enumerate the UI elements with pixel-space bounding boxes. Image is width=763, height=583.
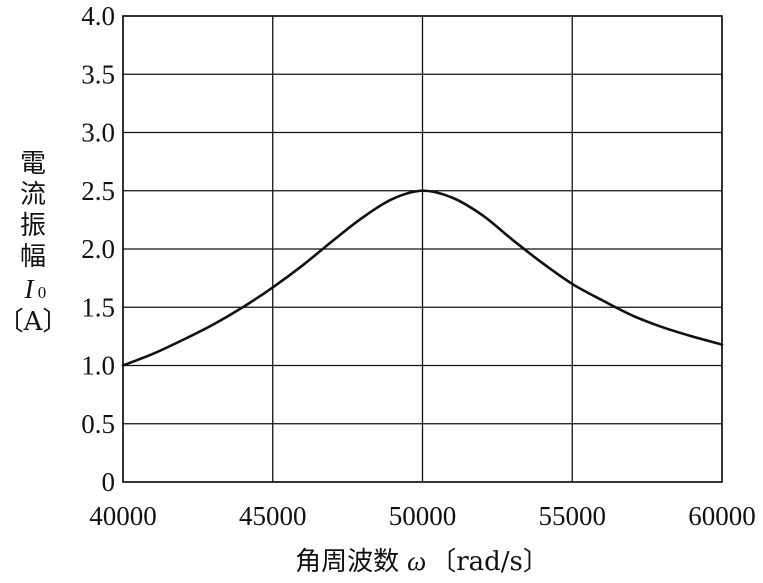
data-point bbox=[331, 240, 333, 242]
data-point bbox=[122, 364, 124, 366]
x-axis-unit: 〔rad/s〕 bbox=[430, 547, 549, 577]
y-axis-symbol-subscript: 0 bbox=[38, 283, 47, 302]
y-tick-label: 2.0 bbox=[81, 234, 115, 264]
data-point bbox=[242, 306, 244, 308]
data-point bbox=[361, 216, 363, 218]
y-axis-symbol: I bbox=[24, 274, 36, 304]
y-tick-label: 3.0 bbox=[81, 118, 115, 148]
data-point bbox=[721, 343, 723, 345]
data-point bbox=[661, 326, 663, 328]
data-point bbox=[421, 190, 423, 192]
data-point bbox=[541, 262, 543, 264]
y-tick-label: 1.5 bbox=[81, 292, 115, 322]
grid bbox=[122, 15, 723, 483]
data-point bbox=[391, 198, 393, 200]
y-axis-unit: 〔A〕 bbox=[0, 307, 68, 337]
data-point bbox=[631, 314, 633, 316]
data-point bbox=[212, 324, 214, 326]
y-tick-label: 2.5 bbox=[81, 176, 115, 206]
series-line bbox=[121, 189, 724, 367]
x-axis-label-text: 角周波数 bbox=[295, 547, 399, 577]
data-point bbox=[302, 264, 304, 266]
x-tick-label: 45000 bbox=[239, 501, 307, 531]
y-tick-label: 0 bbox=[102, 467, 116, 497]
y-axis-label-char: 流 bbox=[20, 180, 46, 210]
y-tick-label: 0.5 bbox=[81, 409, 115, 439]
data-point bbox=[601, 299, 603, 301]
data-point bbox=[182, 339, 184, 341]
plot-frame bbox=[122, 15, 723, 483]
x-tick-label: 50000 bbox=[389, 501, 457, 531]
data-point bbox=[571, 283, 573, 285]
y-tick-label: 3.5 bbox=[81, 59, 115, 89]
y-axis-label-char: 幅 bbox=[20, 242, 46, 272]
data-point bbox=[511, 238, 513, 240]
y-tick-labels: 0 0.5 1.0 1.5 2.0 2.5 3.0 3.5 4.0 bbox=[81, 1, 115, 497]
y-axis-label-char: 振 bbox=[20, 211, 46, 241]
plot-area bbox=[121, 15, 724, 483]
x-tick-labels: 40000 45000 50000 55000 60000 bbox=[89, 501, 756, 531]
x-tick-label: 60000 bbox=[688, 501, 756, 531]
x-tick-label: 55000 bbox=[539, 501, 607, 531]
data-point bbox=[451, 197, 453, 199]
data-point bbox=[481, 214, 483, 216]
y-tick-label: 1.0 bbox=[81, 351, 115, 381]
data-point bbox=[691, 335, 693, 337]
data-point bbox=[272, 286, 274, 288]
x-axis-label: 角周波数 ω 〔rad/s〕 bbox=[295, 546, 549, 577]
data-point bbox=[152, 353, 154, 355]
y-tick-label: 4.0 bbox=[81, 1, 115, 31]
x-axis-symbol: ω bbox=[407, 546, 426, 576]
y-axis-label-char: 電 bbox=[20, 149, 46, 179]
x-tick-label: 40000 bbox=[89, 501, 157, 531]
